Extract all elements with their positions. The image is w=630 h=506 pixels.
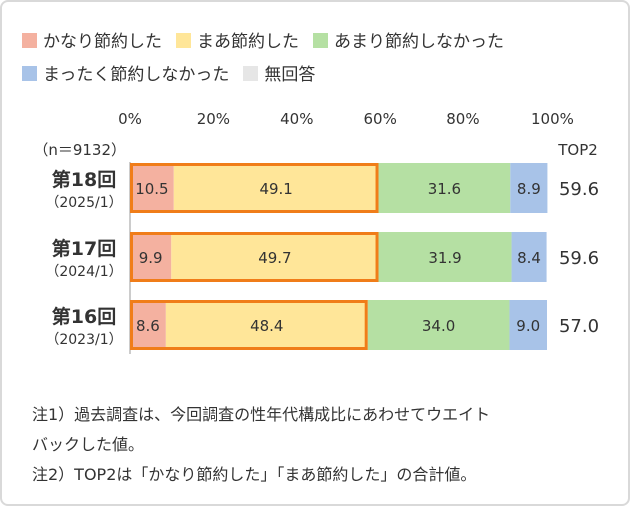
legend-swatch bbox=[176, 33, 191, 48]
legend-label: まったく節約しなかった bbox=[43, 65, 230, 85]
top2-header: TOP2 bbox=[557, 141, 598, 159]
bar-segment bbox=[173, 163, 379, 213]
x-tick-label: 40% bbox=[280, 110, 313, 128]
bar-segment bbox=[130, 300, 166, 350]
footnote-1a: 注1）過去調査は、今回調査の性年代構成比にあわせてウエイト bbox=[32, 405, 491, 424]
footnotes: 注1）過去調査は、今回調査の性年代構成比にあわせてウエイト バックした値。 注2… bbox=[32, 400, 617, 490]
x-tick-label: 60% bbox=[364, 110, 397, 128]
data-label: 8.6 bbox=[136, 317, 160, 335]
legend: かなり節約した まあ節約した あまり節約しなかったまったく節約しなかった 無回答 bbox=[22, 26, 622, 92]
bar-segment bbox=[367, 300, 510, 350]
legend-item: 無回答 bbox=[243, 59, 315, 92]
legend-label: まあ節約した bbox=[197, 32, 299, 52]
top2-value: 59.6 bbox=[559, 248, 599, 269]
legend-label: 無回答 bbox=[264, 65, 316, 85]
data-label: 8.4 bbox=[517, 249, 541, 267]
data-label: 9.0 bbox=[516, 317, 540, 335]
category-label: 第18回 bbox=[52, 168, 116, 191]
legend-swatch bbox=[22, 33, 37, 48]
top2-value: 57.0 bbox=[559, 316, 599, 337]
data-label: 31.6 bbox=[428, 180, 461, 198]
data-label: 9.9 bbox=[139, 249, 163, 267]
bar-segment bbox=[509, 300, 547, 350]
bar-segment bbox=[511, 232, 547, 282]
category-label: 第17回 bbox=[52, 237, 116, 260]
bar-segment bbox=[378, 232, 512, 282]
bar-segment bbox=[130, 232, 172, 282]
x-tick-label: 80% bbox=[446, 110, 479, 128]
stacked-bar-chart: 0% 20% 40% 60% 80% 100% （n＝9132） TOP2 第18回 （20… bbox=[33, 110, 599, 354]
category-sublabel: （2024/1） bbox=[45, 264, 122, 280]
data-label: 49.7 bbox=[258, 249, 291, 267]
legend-item: かなり節約した bbox=[22, 26, 162, 59]
x-tick-label: 20% bbox=[197, 110, 230, 128]
bar-segment bbox=[510, 163, 548, 213]
data-label: 48.4 bbox=[250, 317, 283, 335]
category-sublabel: （2025/1） bbox=[45, 195, 122, 211]
category-label: 第16回 bbox=[52, 305, 116, 328]
x-tick-label: 100% bbox=[531, 110, 574, 128]
bar-segment bbox=[130, 163, 174, 213]
bars: 第18回 （2025/1） 10.5 49.1 31.6 8.9 59.6 第17回 （2024… bbox=[45, 163, 599, 350]
top2-value: 59.6 bbox=[559, 179, 599, 200]
x-tick-label: 0% bbox=[118, 110, 142, 128]
top2-highlight-outline bbox=[130, 232, 379, 282]
sample-size-label: （n＝9132） bbox=[33, 141, 126, 159]
top2-highlight-outline bbox=[130, 300, 368, 350]
data-label: 49.1 bbox=[259, 180, 292, 198]
x-axis-ticks: 0% 20% 40% 60% 80% 100% bbox=[118, 110, 574, 128]
legend-swatch bbox=[313, 33, 328, 48]
legend-swatch bbox=[243, 66, 259, 81]
legend-swatch bbox=[22, 66, 37, 81]
data-label: 34.0 bbox=[422, 317, 455, 335]
footnote-1b: バックした値。 bbox=[32, 435, 145, 454]
legend-label: あまり節約しなかった bbox=[334, 32, 504, 52]
legend-item: まあ節約した bbox=[176, 26, 299, 59]
top2-highlight-outline bbox=[130, 163, 379, 213]
bar-segment bbox=[378, 163, 511, 213]
data-label: 10.5 bbox=[135, 180, 168, 198]
legend-label: かなり節約した bbox=[43, 32, 162, 52]
legend-item: まったく節約しなかった bbox=[22, 59, 229, 92]
data-label: 8.9 bbox=[517, 180, 541, 198]
data-label: 31.9 bbox=[428, 249, 461, 267]
bar-segment bbox=[171, 232, 379, 282]
bar-segment bbox=[165, 300, 368, 350]
footnote-2: 注2）TOP2は「かなり節約した」「まあ節約した」の合計値。 bbox=[32, 465, 477, 484]
category-sublabel: （2023/1） bbox=[45, 332, 122, 348]
legend-item: あまり節約しなかった bbox=[313, 26, 504, 59]
